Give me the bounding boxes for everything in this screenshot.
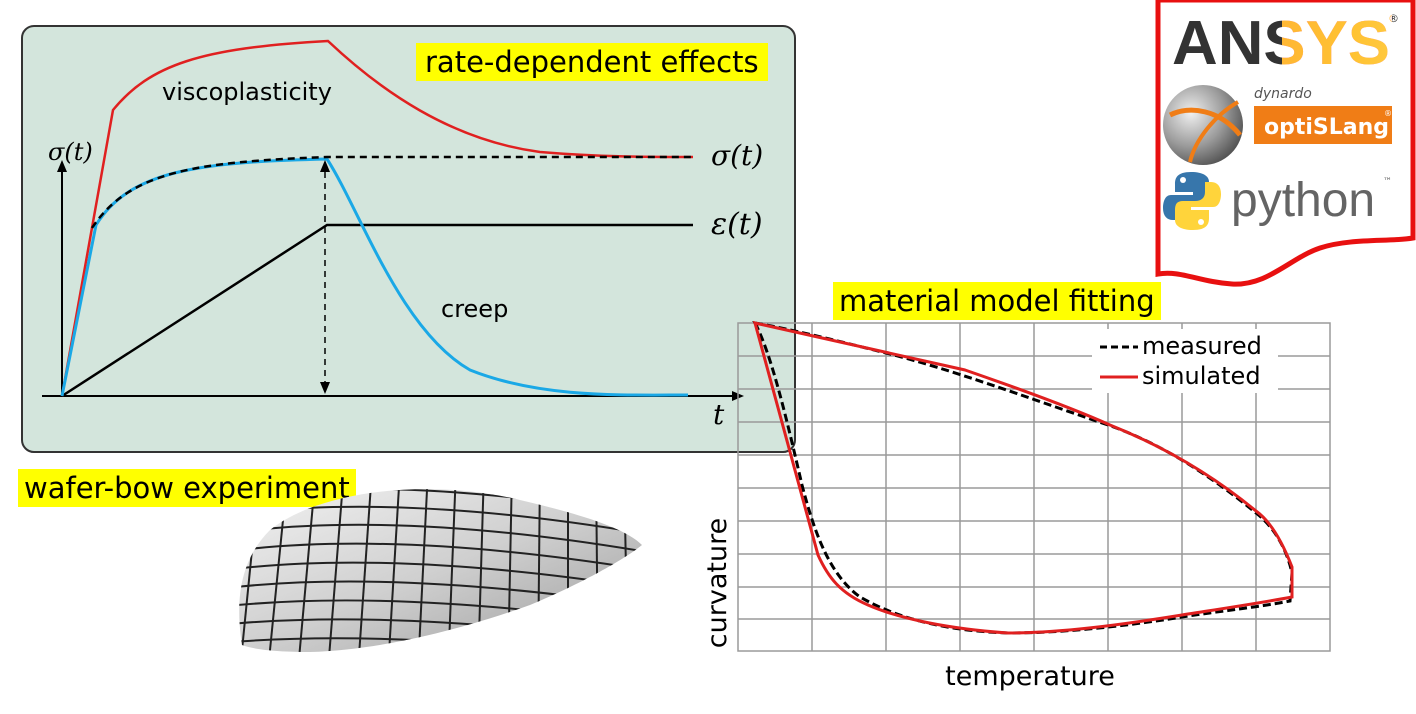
- rate-effects-panel: [21, 25, 796, 453]
- viscoplasticity-label: viscoplasticity: [162, 78, 332, 106]
- x-axis-label: temperature: [945, 661, 1115, 692]
- python-snake-icon: [1163, 172, 1221, 230]
- stress-curve-label: σ(t): [711, 139, 763, 172]
- wafer-bow-title: wafer-bow experiment: [18, 469, 356, 507]
- stress-curve: [90, 155, 693, 229]
- python-logo: python ™: [1163, 172, 1392, 230]
- chart-legend: measured simulated: [1092, 329, 1278, 393]
- legend-simulated-label: simulated: [1142, 362, 1261, 390]
- time-axis-label: t: [713, 398, 725, 431]
- fitting-chart: measured simulated temperature curvature: [702, 320, 1331, 692]
- relaxation-arrow-down: [320, 382, 330, 394]
- y-axis-label: curvature: [702, 518, 733, 648]
- measured-series-line: [752, 321, 1294, 635]
- stress-axis-arrow: [57, 160, 67, 172]
- simulated-series-line: [752, 320, 1294, 635]
- creep-curve: [60, 157, 689, 397]
- ansys-reg-mark: ®: [1388, 12, 1399, 25]
- rate-effects-diagram: viscoplasticity creep σ(t) σ(t) ε(t) t: [42, 39, 763, 431]
- python-wordmark: python: [1231, 174, 1375, 227]
- optislang-wordmark: optiSLang: [1264, 115, 1389, 140]
- fitting-title: material model fitting: [833, 282, 1161, 320]
- dynardo-sphere-icon: [1163, 85, 1243, 165]
- optislang-badge: [1254, 106, 1392, 144]
- legend-measured-label: measured: [1142, 332, 1262, 360]
- wafer-surface: [239, 489, 643, 652]
- strain-curve-label: ε(t): [711, 207, 763, 242]
- viscoplasticity-curve: [60, 39, 694, 397]
- optislang-reg-mark: ®: [1384, 109, 1392, 118]
- python-tm-mark: ™: [1383, 177, 1392, 187]
- creep-label: creep: [441, 295, 508, 323]
- dynardo-wordmark: dynardo: [1254, 86, 1312, 102]
- ansys-gold-overlay: [1282, 14, 1392, 70]
- strain-curve: [61, 223, 693, 398]
- stress-axis-label: σ(t): [48, 138, 93, 166]
- wafer-shape: [239, 489, 642, 652]
- optislang-logo: dynardo optiSLang ®: [1163, 85, 1392, 165]
- rate-effects-title: rate-dependent effects: [416, 43, 768, 81]
- relaxation-arrow-up: [320, 160, 330, 172]
